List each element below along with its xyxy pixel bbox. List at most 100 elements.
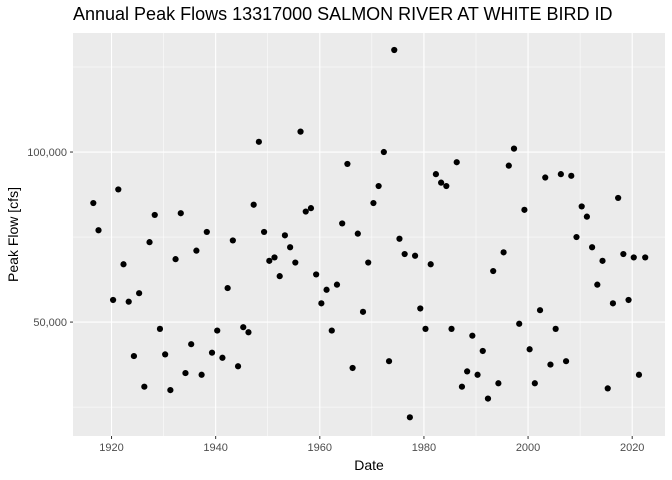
data-point — [141, 383, 148, 390]
data-point — [505, 162, 512, 169]
data-point — [479, 347, 486, 355]
data-point — [151, 211, 158, 219]
data-point — [516, 320, 523, 327]
x-tick-label: 1920 — [99, 442, 123, 454]
data-point — [219, 354, 226, 361]
data-point — [172, 256, 179, 263]
data-point — [578, 203, 585, 210]
data-point — [214, 327, 221, 334]
data-point — [90, 199, 97, 207]
data-point — [557, 171, 564, 178]
data-point — [510, 145, 518, 152]
data-point — [411, 252, 419, 259]
data-point — [625, 296, 632, 304]
data-point — [333, 281, 341, 288]
data-point — [182, 369, 189, 377]
data-point — [615, 194, 622, 202]
data-point — [136, 290, 143, 297]
data-point — [193, 247, 200, 254]
data-point — [156, 325, 164, 332]
data-point — [484, 395, 492, 402]
data-point — [630, 254, 637, 261]
x-tick-label: 1980 — [412, 442, 436, 454]
data-point — [115, 186, 122, 193]
grid-major-lines — [73, 33, 665, 436]
data-point — [547, 361, 554, 368]
data-point — [208, 349, 216, 356]
data-point — [240, 324, 247, 331]
data-point — [599, 257, 606, 264]
y-axis-ticks: 50,000 100,000 — [27, 147, 73, 329]
x-tick-label: 1940 — [203, 442, 227, 454]
data-point — [406, 414, 413, 421]
chart-title: Annual Peak Flows 13317000 SALMON RIVER … — [73, 4, 613, 24]
x-tick-label: 2020 — [620, 442, 644, 454]
data-point — [281, 232, 289, 239]
x-axis-title: Date — [354, 457, 384, 473]
data-point — [224, 284, 231, 292]
data-point — [146, 239, 153, 246]
data-point — [323, 286, 330, 293]
data-point — [292, 259, 299, 266]
data-point — [469, 332, 476, 339]
data-point — [162, 351, 169, 358]
data-point — [438, 179, 445, 186]
data-point — [594, 281, 601, 288]
data-point — [474, 371, 481, 378]
data-point — [302, 208, 309, 215]
y-axis-title: Peak Flow [cfs] — [5, 187, 21, 282]
data-point — [385, 358, 393, 365]
data-point — [490, 267, 497, 275]
data-point — [130, 352, 138, 360]
data-point — [276, 273, 283, 280]
data-point — [521, 206, 528, 213]
data-point — [573, 233, 580, 241]
x-tick-label: 2000 — [516, 442, 540, 454]
data-point — [271, 254, 278, 261]
data-point — [583, 213, 590, 220]
data-point — [427, 261, 434, 268]
data-point — [458, 383, 466, 390]
data-point — [443, 182, 450, 190]
data-point — [417, 305, 424, 312]
data-point — [234, 363, 242, 370]
data-point — [589, 244, 596, 251]
data-point — [453, 159, 460, 166]
data-point — [422, 325, 429, 332]
data-point — [260, 228, 268, 236]
data-point — [609, 300, 617, 307]
data-point — [255, 138, 262, 145]
data-point — [125, 298, 132, 305]
data-point — [401, 250, 408, 258]
data-points — [90, 46, 649, 421]
data-point — [266, 257, 273, 264]
data-point — [365, 259, 372, 266]
data-point — [177, 210, 184, 217]
data-point — [349, 364, 356, 372]
data-point — [297, 128, 304, 135]
data-point — [203, 228, 210, 236]
data-point — [318, 300, 325, 307]
x-axis-ticks: 1920 1940 1960 1980 2000 2020 — [99, 436, 644, 454]
data-point — [109, 296, 117, 304]
data-point — [536, 307, 544, 314]
y-tick-label: 100,000 — [27, 147, 67, 159]
data-point — [370, 199, 377, 207]
data-point — [250, 201, 257, 208]
data-point — [167, 386, 174, 394]
data-point — [620, 250, 627, 258]
data-point — [635, 371, 643, 378]
data-point — [198, 371, 205, 378]
data-point — [500, 249, 507, 256]
data-point — [354, 230, 361, 237]
data-point — [328, 327, 335, 334]
data-point — [391, 46, 398, 54]
data-point — [188, 341, 195, 348]
data-point — [313, 271, 320, 278]
data-point — [380, 148, 387, 156]
grid-minor-lines — [73, 33, 665, 436]
data-point — [307, 205, 315, 212]
data-point — [531, 380, 538, 387]
data-point — [448, 325, 455, 332]
